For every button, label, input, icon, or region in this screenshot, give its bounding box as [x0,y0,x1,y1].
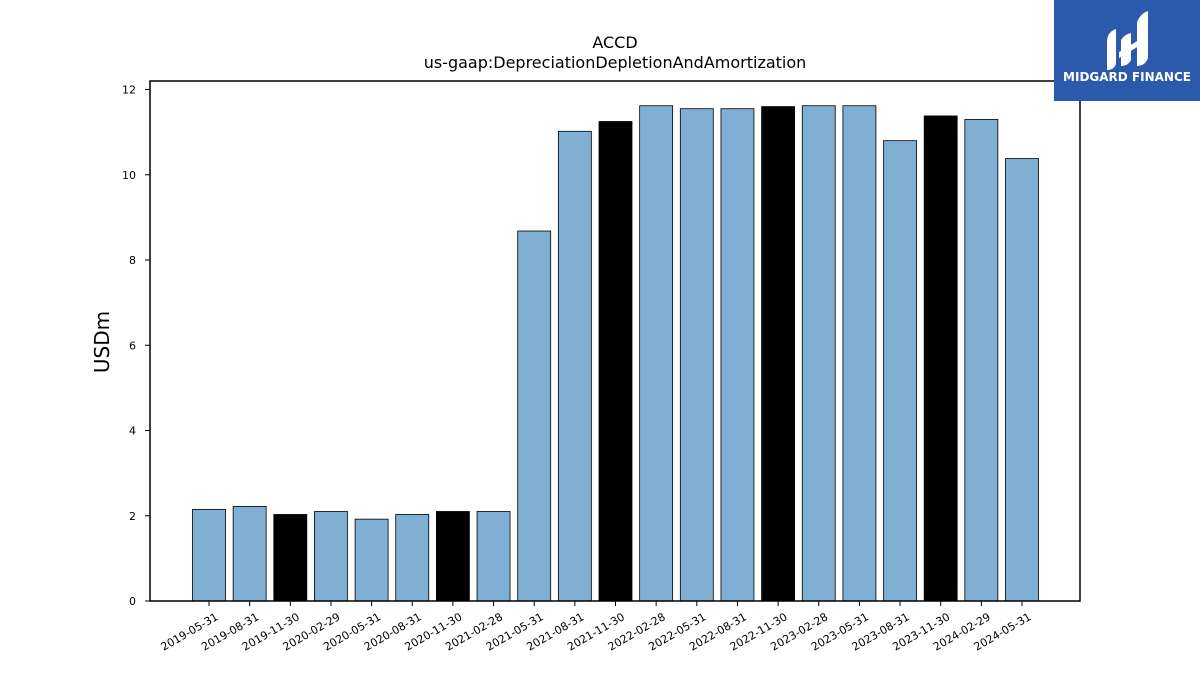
bar-2023-08-31 [883,140,917,602]
y-tick-label: 0 [129,595,136,608]
bar-2020-05-31 [354,518,389,602]
bar-2022-11-30 [761,106,795,602]
plot-frame [149,80,1081,602]
logo: MIDGARD FINANCE [1054,0,1200,101]
bar-2021-08-31 [557,130,592,602]
y-ticks-group: 0 2 4 6 8 10 12 [122,84,150,608]
chart-subtitle: us-gaap:DepreciationDepletionAndAmortiza… [424,53,807,72]
y-tick-label: 6 [129,339,136,352]
y-tick-label: 2 [129,510,136,523]
bar-2021-02-28 [476,511,511,602]
bar-2023-02-28 [801,105,836,602]
bar-2019-11-30 [273,514,308,602]
bar-2020-02-29 [314,511,348,602]
bar-2023-11-30 [923,115,958,602]
chart-title: ACCD [592,33,637,52]
bar-2020-11-30 [435,511,470,602]
bar-2024-02-29 [964,118,999,602]
bar-2022-08-31 [720,108,755,602]
bar-2019-05-31 [192,508,226,602]
bar-2023-05-31 [842,105,877,602]
y-tick-label: 8 [129,254,136,267]
midgard-logo-icon [1107,11,1148,70]
bars-group [192,105,1039,602]
logo-text: MIDGARD FINANCE [1063,70,1191,84]
x-ticks-group: 2019-05-312019-08-312019-11-302020-02-29… [159,601,1034,654]
bar-2022-05-31 [679,108,714,602]
y-tick-label: 4 [129,425,136,438]
bar-2021-11-30 [598,121,633,602]
y-tick-label: 10 [122,169,136,182]
bar-2022-02-28 [639,105,674,602]
y-tick-label: 12 [122,84,136,97]
y-axis-label: USDm [90,311,114,373]
bar-2024-05-31 [1005,158,1039,602]
bar-2019-08-31 [232,505,267,602]
bar-2021-05-31 [517,230,552,602]
bar-2020-08-31 [395,514,430,602]
